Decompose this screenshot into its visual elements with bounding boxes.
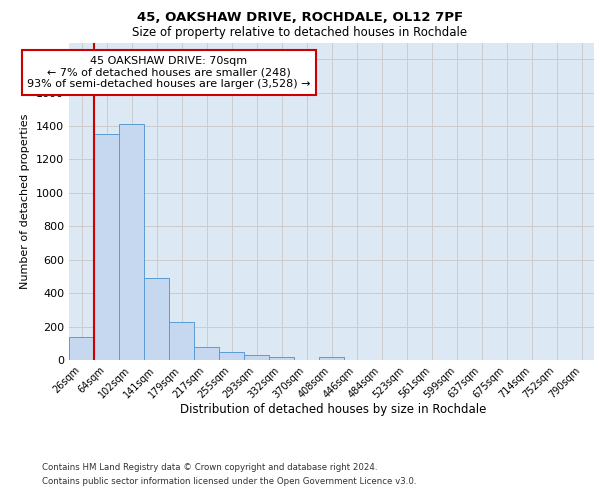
Bar	[119, 124, 144, 360]
Text: 45, OAKSHAW DRIVE, ROCHDALE, OL12 7PF: 45, OAKSHAW DRIVE, ROCHDALE, OL12 7PF	[137, 11, 463, 24]
Text: Size of property relative to detached houses in Rochdale: Size of property relative to detached ho…	[133, 26, 467, 39]
Text: Distribution of detached houses by size in Rochdale: Distribution of detached houses by size …	[180, 402, 486, 415]
Bar	[94, 134, 119, 360]
Bar	[244, 356, 269, 360]
Bar	[194, 346, 219, 360]
Bar	[144, 278, 169, 360]
Bar	[219, 352, 244, 360]
Bar	[69, 338, 94, 360]
Y-axis label: Number of detached properties: Number of detached properties	[20, 114, 31, 289]
Text: 45 OAKSHAW DRIVE: 70sqm
← 7% of detached houses are smaller (248)
93% of semi-de: 45 OAKSHAW DRIVE: 70sqm ← 7% of detached…	[27, 56, 311, 89]
Text: Contains HM Land Registry data © Crown copyright and database right 2024.: Contains HM Land Registry data © Crown c…	[42, 462, 377, 471]
Bar	[169, 322, 194, 360]
Bar	[319, 356, 344, 360]
Text: Contains public sector information licensed under the Open Government Licence v3: Contains public sector information licen…	[42, 478, 416, 486]
Bar	[269, 357, 294, 360]
